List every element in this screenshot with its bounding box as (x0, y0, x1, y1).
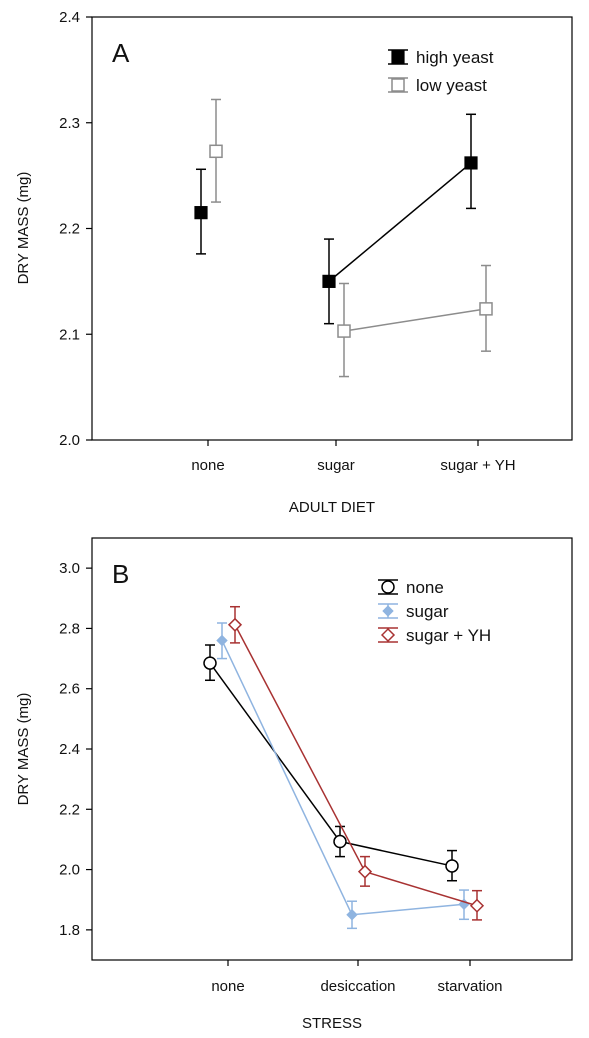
plot-frame (91, 537, 573, 961)
data-point (464, 156, 478, 170)
x-tick-label: none (191, 457, 224, 474)
series-line (339, 840, 453, 867)
panel-label: A (112, 38, 130, 68)
y-tick-label: 2.8 (59, 620, 80, 637)
y-tick-label: 2.2 (59, 801, 80, 818)
data-point (203, 656, 217, 670)
data-point (445, 859, 459, 873)
x-axis-label: STRESS (302, 1015, 362, 1032)
series-low-yeast (209, 98, 493, 378)
series-line (234, 624, 366, 873)
series-line (328, 162, 472, 282)
plot-frame (91, 16, 573, 441)
data-point (209, 144, 223, 159)
x-axis-label: ADULT DIET (289, 499, 375, 516)
series-line (364, 870, 478, 907)
data-point (216, 634, 228, 647)
y-tick-label: 3.0 (59, 560, 80, 577)
data-point (333, 834, 347, 849)
series-line (351, 903, 465, 916)
legend-marker (391, 78, 405, 92)
legend-label: none (406, 578, 444, 597)
series-line (221, 640, 353, 916)
y-tick-label: 2.1 (59, 326, 80, 343)
y-tick-label: 2.4 (59, 9, 80, 26)
data-point (337, 324, 351, 338)
y-tick-label: 1.8 (59, 922, 80, 939)
legend-entry: sugar + YH (378, 626, 491, 645)
legend-label: high yeast (416, 48, 494, 67)
y-tick-label: 2.6 (59, 681, 80, 698)
y-tick-label: 2.3 (59, 115, 80, 132)
legend-marker (391, 50, 405, 64)
x-tick-label: sugar (317, 457, 355, 474)
panel-label: B (112, 559, 129, 589)
x-tick-label: sugar + YH (440, 457, 515, 474)
legend-entry: none (378, 578, 444, 597)
legend-entry: sugar (378, 602, 449, 621)
series-none (203, 644, 459, 882)
y-tick-label: 2.0 (59, 432, 80, 449)
y-axis-label: DRY MASS (mg) (15, 172, 32, 285)
y-tick-label: 2.4 (59, 741, 80, 758)
legend-label: low yeast (416, 76, 487, 95)
legend-marker (380, 627, 396, 643)
y-tick-label: 2.2 (59, 221, 80, 238)
legend-entry: high yeast (388, 48, 494, 67)
data-point (322, 274, 336, 288)
series-line (343, 308, 487, 332)
chart-panel-a: 2.0 2.1 2.2 2.3 2.4 none sugar sugar + YH ADULT … (15, 9, 573, 516)
data-point (479, 302, 493, 316)
legend-entry: low yeast (388, 76, 487, 95)
series-sugar (216, 622, 470, 930)
legend-marker (381, 580, 395, 594)
x-tick-label: starvation (437, 978, 502, 995)
chart-panel-b: 1.8 2.0 2.2 2.4 2.6 2.8 3.0 none desiccation star… (15, 537, 573, 1032)
data-point (194, 206, 208, 220)
series-high-yeast (194, 113, 478, 325)
data-point (346, 909, 358, 921)
legend-marker (382, 605, 394, 617)
x-tick-label: desiccation (320, 978, 395, 995)
data-point (227, 617, 243, 632)
legend-label: sugar (406, 602, 449, 621)
legend-label: sugar + YH (406, 626, 491, 645)
data-point (357, 864, 373, 879)
y-axis-label: DRY MASS (mg) (15, 693, 32, 806)
y-tick-label: 2.0 (59, 862, 80, 879)
series-sugar-yh (227, 605, 485, 921)
x-tick-label: none (211, 978, 244, 995)
data-point (469, 898, 485, 913)
